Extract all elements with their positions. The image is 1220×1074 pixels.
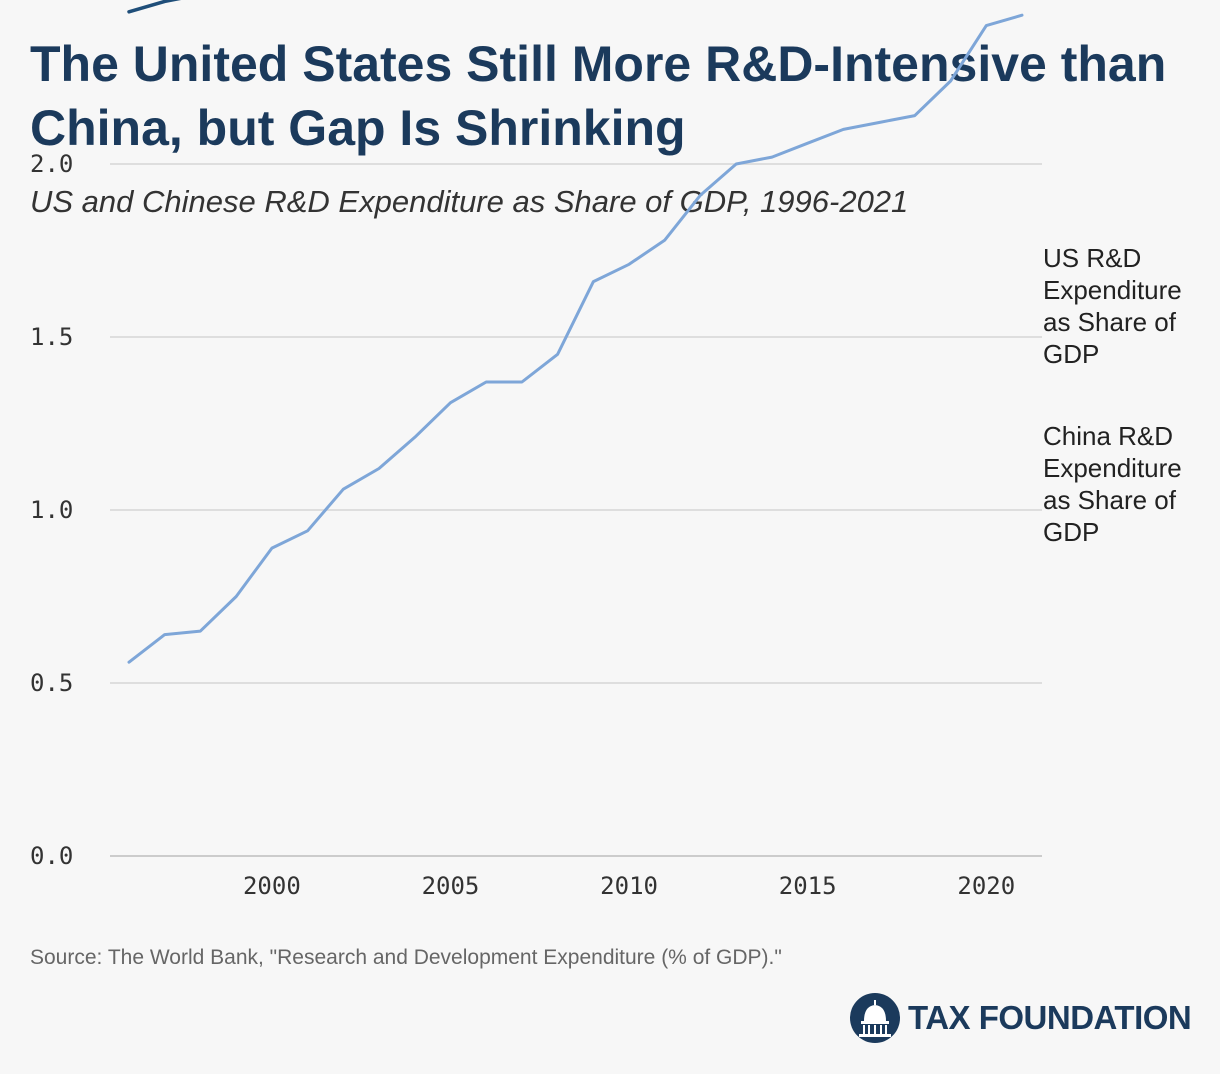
tax-foundation-logo[interactable]: TAX FOUNDATION <box>850 993 1192 1043</box>
x-axis-ticks: 2000 2005 2010 2015 2020 <box>243 872 1015 900</box>
us-series-label: US R&D Expenditure as Share of GDP <box>1043 243 1182 369</box>
chart-title: The United States Still More R&D-Intensi… <box>30 36 1167 156</box>
x-tick-label: 2010 <box>600 872 658 900</box>
us-series-line <box>127 0 182 14</box>
y-tick-label: 1.0 <box>30 496 73 524</box>
china-series-line <box>127 13 1024 664</box>
x-tick-label: 2020 <box>957 872 1015 900</box>
y-tick-label: 0.0 <box>30 842 73 870</box>
line-chart: 0.00.51.01.52.02.53.0% 20002005201020152… <box>30 0 1182 900</box>
y-tick-label: 2.5 <box>30 0 73 5</box>
x-tick-label: 2000 <box>243 872 301 900</box>
source-note: Source: The World Bank, "Research and De… <box>30 946 782 969</box>
logo-text: TAX FOUNDATION <box>908 999 1192 1036</box>
y-tick-label: 0.5 <box>30 669 73 697</box>
chart-subtitle: US and Chinese R&D Expenditure as Share … <box>30 184 909 219</box>
y-tick-label: 1.5 <box>30 323 73 351</box>
gridlines <box>110 163 1042 857</box>
x-tick-label: 2005 <box>422 872 480 900</box>
y-axis-ticks: 0.00.51.01.52.02.53.0% <box>30 0 73 870</box>
capitol-dome-icon <box>850 993 900 1043</box>
y-tick-label: 2.0 <box>30 150 73 178</box>
series-lines <box>127 0 1024 664</box>
china-series-label: China R&D Expenditure as Share of GDP <box>1043 421 1182 547</box>
series-labels: US R&D Expenditure as Share of GDP China R&D… <box>1043 243 1182 547</box>
x-tick-label: 2015 <box>779 872 837 900</box>
